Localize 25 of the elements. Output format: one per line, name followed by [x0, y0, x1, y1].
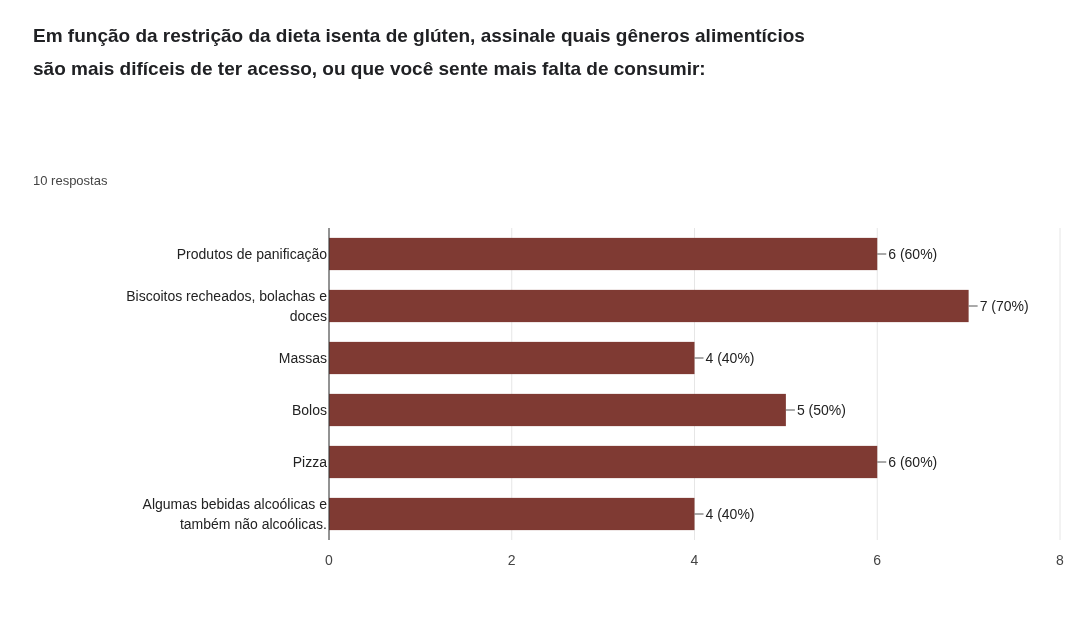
- data-label: 6 (60%): [888, 453, 938, 470]
- bar: [329, 289, 969, 323]
- y-tick-label: Produtos de panificação: [176, 245, 328, 262]
- x-tick-label: 8: [1056, 552, 1065, 568]
- x-tick-label: 2: [507, 552, 516, 568]
- y-tick-label: Bolos: [291, 401, 327, 418]
- bar: [329, 341, 695, 375]
- data-label: 7 (70%): [979, 297, 1029, 314]
- x-tick-label: 0: [325, 552, 334, 568]
- y-tick-label: Massas: [278, 349, 327, 366]
- chart-title: Em função da restrição da dieta isenta de glúten, assinale quais gêneros alimentícios são mais difíceis de ter acesso, ou que você sente mais falta de consumir:: [33, 25, 805, 79]
- bar: [329, 237, 878, 271]
- y-tick-label: Biscoitos recheados, bolachas e doces: [126, 287, 328, 324]
- data-label: 6 (60%): [888, 245, 938, 262]
- y-tick-label: Algumas bebidas alcoólicas e também não alcoólicas.: [142, 495, 328, 532]
- bar: [329, 497, 695, 531]
- data-label: 4 (40%): [705, 349, 755, 366]
- x-tick-label: 6: [873, 552, 882, 568]
- bar: [329, 393, 786, 427]
- y-tick-label: Pizza: [292, 453, 328, 470]
- text: 10 respostas: [33, 173, 108, 188]
- data-label: 4 (40%): [705, 505, 755, 522]
- data-label: 5 (50%): [796, 401, 846, 418]
- x-tick-label: 4: [690, 552, 699, 568]
- bar: [329, 445, 878, 479]
